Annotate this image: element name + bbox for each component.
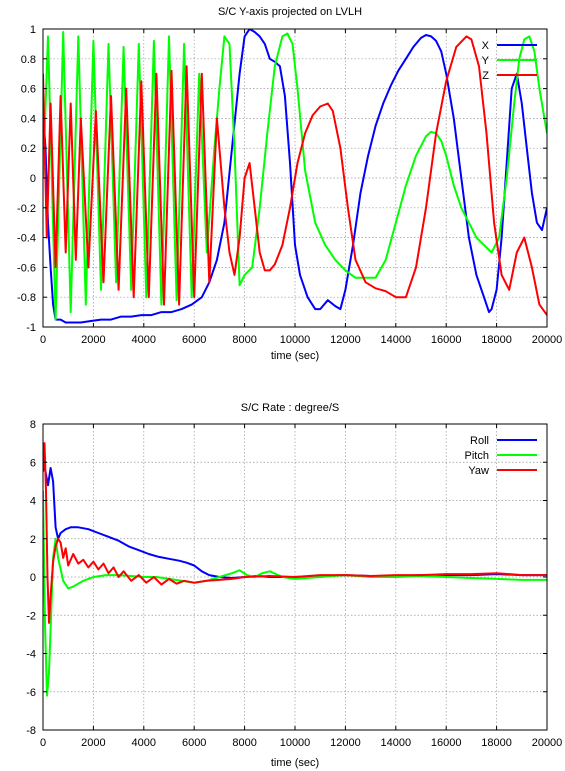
x-axis-label: time (sec) [271, 757, 319, 769]
y-tick-label: -2 [26, 610, 36, 622]
legend-label: Y [482, 55, 490, 67]
chart-sc-rate: S/C Rate : degree/S 0 2000 4000 6000 8000 100… [26, 402, 562, 769]
y-tick-label: -0.8 [17, 292, 36, 304]
legend: Roll Pitch Yaw [465, 435, 537, 477]
plot-area [43, 442, 547, 697]
series-line-z [43, 35, 547, 316]
x-tick-label: 6000 [182, 737, 206, 749]
x-tick-label: 4000 [132, 334, 156, 346]
chart-title: S/C Rate : degree/S [241, 402, 339, 414]
y-tick-label: 0.4 [21, 113, 36, 125]
x-tick-label: 10000 [280, 334, 311, 346]
x-tick-label: 14000 [381, 334, 412, 346]
y-tick-label: 0 [30, 572, 36, 584]
y-tick-label: -4 [26, 649, 36, 661]
legend: XYZ [482, 40, 537, 82]
y-tick-label: 2 [30, 534, 36, 546]
x-tick-label: 2000 [81, 737, 105, 749]
x-tick-label: 16000 [431, 334, 462, 346]
x-tick-label: 20000 [532, 737, 563, 749]
y-axis-ticks: 8 6 4 2 0 -2 -4 -6 -8 [26, 419, 547, 737]
x-axis-ticks: 0 2000 4000 6000 8000 10000 12000 14000 16000 180… [40, 29, 562, 346]
legend-label: Yaw [468, 465, 489, 477]
x-tick-label: 0 [40, 737, 46, 749]
x-tick-label: 18000 [481, 334, 512, 346]
y-tick-label: -8 [26, 725, 36, 737]
x-tick-label: 16000 [431, 737, 462, 749]
y-tick-label: 8 [30, 419, 36, 431]
chart-title: S/C Y-axis projected on LVLH [218, 6, 362, 18]
x-tick-label: 14000 [381, 737, 412, 749]
x-axis-ticks: 0 2000 4000 6000 8000 10000 12000 14000 16000 180… [40, 424, 562, 749]
y-tick-label: -1 [26, 322, 36, 334]
x-tick-label: 2000 [81, 334, 105, 346]
legend-label: X [482, 40, 490, 52]
x-tick-label: 20000 [532, 334, 563, 346]
series-line-x [43, 29, 547, 324]
chart-lvlh-projection: S/C Y-axis projected on LVLH 0 2000 4000 60… [17, 6, 562, 362]
y-tick-label: 0.2 [21, 143, 36, 155]
y-axis-ticks: 1 0.8 0.6 0.4 0.2 0 -0.2 -0.4 -0.6 -0.8 -1 [17, 24, 547, 334]
series-line-y [43, 31, 547, 321]
x-tick-label: 0 [40, 334, 46, 346]
y-tick-label: 6 [30, 457, 36, 469]
x-tick-label: 12000 [330, 334, 361, 346]
x-tick-label: 12000 [330, 737, 361, 749]
y-tick-label: -0.2 [17, 203, 36, 215]
legend-label: Roll [470, 435, 489, 447]
x-tick-label: 10000 [280, 737, 311, 749]
x-tick-label: 8000 [232, 737, 256, 749]
series-line-yaw [43, 442, 547, 624]
y-tick-label: 0 [30, 173, 36, 185]
x-axis-label: time (sec) [271, 350, 319, 362]
legend-label: Pitch [465, 450, 489, 462]
y-tick-label: 0.8 [21, 54, 36, 66]
y-tick-label: -6 [26, 687, 36, 699]
y-tick-label: -0.6 [17, 262, 36, 274]
y-tick-label: 1 [30, 24, 36, 36]
y-tick-label: 0.6 [21, 84, 36, 96]
x-tick-label: 4000 [132, 737, 156, 749]
x-tick-label: 8000 [232, 334, 256, 346]
x-tick-label: 6000 [182, 334, 206, 346]
y-tick-label: 4 [30, 496, 36, 508]
plot-area [43, 29, 547, 324]
legend-label: Z [482, 70, 489, 82]
y-tick-label: -0.4 [17, 233, 36, 245]
x-tick-label: 18000 [481, 737, 512, 749]
